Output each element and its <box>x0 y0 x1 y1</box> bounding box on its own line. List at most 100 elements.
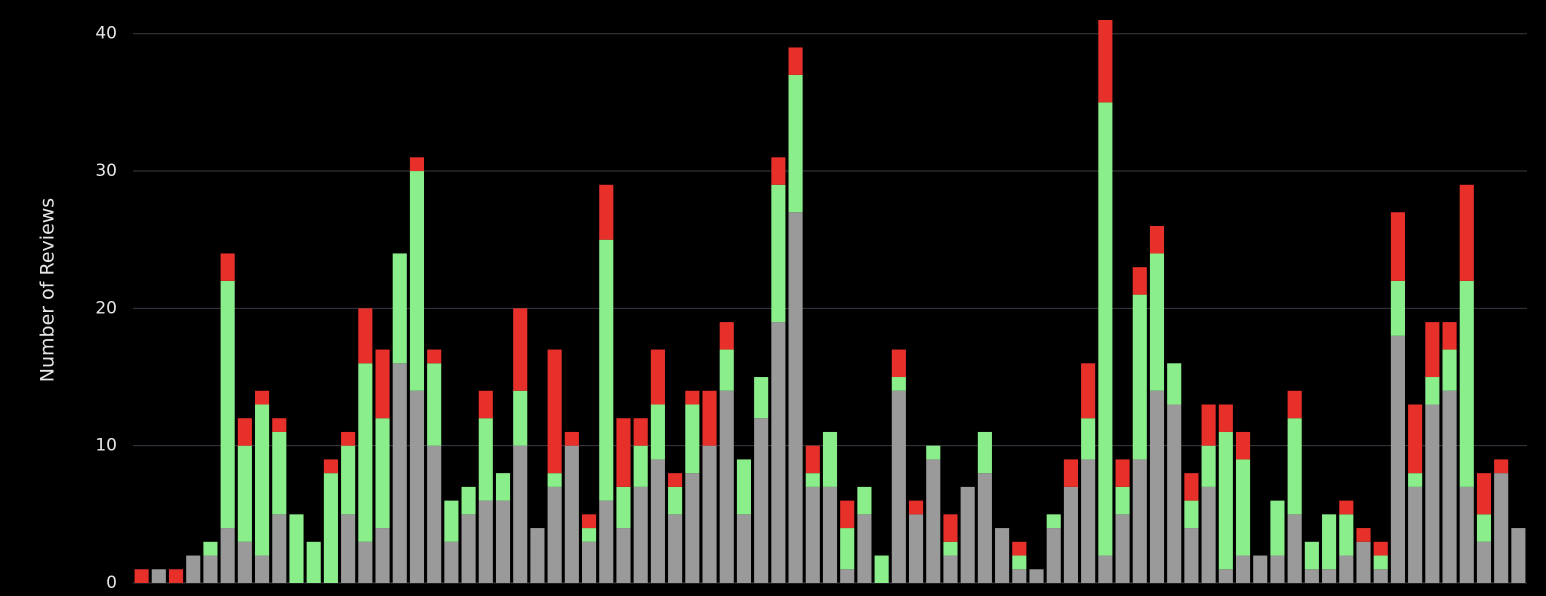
bar-segment <box>1339 500 1354 515</box>
bar-segment <box>478 390 493 419</box>
bar-segment <box>685 390 700 405</box>
bar-segment <box>668 486 683 515</box>
bar-segment <box>1081 363 1096 419</box>
bar-segment <box>1390 280 1405 336</box>
bar-segment <box>599 184 614 240</box>
bar-segment <box>1270 555 1285 583</box>
bar-segment <box>220 280 235 529</box>
bar-segment <box>1287 390 1302 419</box>
bar-segment <box>1390 212 1405 281</box>
bar-segment <box>1408 404 1423 474</box>
bar-segment <box>272 431 287 515</box>
bar-segment <box>599 500 614 583</box>
bar-segment <box>1098 20 1113 103</box>
bar-segment <box>736 459 752 515</box>
bar-segment <box>237 445 252 542</box>
bar-segment <box>272 418 287 432</box>
bar-segment <box>409 157 425 172</box>
bar-segment <box>1356 528 1371 542</box>
bar-segment <box>1442 390 1457 583</box>
y-tick-label: 30 <box>95 161 117 181</box>
bar-segment <box>1322 569 1337 583</box>
bar-segment <box>1201 486 1216 583</box>
bar-segment <box>513 390 528 446</box>
bar-segment <box>358 308 373 364</box>
bar-segment <box>685 473 700 583</box>
bar-segment <box>771 322 786 583</box>
bar-segment <box>840 500 855 529</box>
bar-segment <box>891 349 906 378</box>
bar-segment <box>495 500 511 583</box>
bar-segment <box>1184 500 1199 529</box>
bar-segment <box>805 445 820 474</box>
bar-segment <box>323 473 338 583</box>
bar-segment <box>341 431 356 446</box>
bar-segment <box>1390 335 1405 583</box>
bar-segment <box>977 473 992 583</box>
bar-segment <box>1425 377 1440 405</box>
bar-segment <box>547 473 562 487</box>
bar-segment <box>409 390 425 583</box>
bar-segment <box>1081 459 1096 583</box>
bar-segment <box>1373 569 1388 583</box>
bar-segment <box>1132 459 1147 583</box>
bar-segment <box>444 500 459 542</box>
bar-segment <box>1012 569 1027 583</box>
bar-segment <box>582 514 597 529</box>
bar-segment <box>1287 514 1302 583</box>
bar-segment <box>306 541 321 583</box>
bar-segment <box>1149 225 1165 254</box>
bar-segment <box>616 528 631 583</box>
bar-segment <box>908 514 924 583</box>
bar-segment <box>134 569 149 583</box>
bar-segment <box>633 486 648 583</box>
bar-segment <box>255 404 270 556</box>
bar-segment <box>495 473 511 501</box>
bar-segment <box>392 363 407 583</box>
bar-segment <box>926 459 941 583</box>
bar-segment <box>668 473 683 487</box>
bar-segment <box>616 418 631 487</box>
bar-segment <box>582 541 597 583</box>
bar-segment <box>1253 555 1268 583</box>
bar-segment <box>409 171 425 391</box>
bar-segment <box>1046 514 1061 529</box>
bar-segment <box>220 253 235 281</box>
y-tick-label: 0 <box>106 573 117 593</box>
bar-segment <box>668 514 683 583</box>
bar-segment <box>995 528 1010 583</box>
bar-segment <box>633 445 648 487</box>
bar-segment <box>341 514 356 583</box>
bar-segment <box>1098 555 1113 583</box>
bar-segment <box>513 308 528 391</box>
bar-segment <box>186 555 201 583</box>
bar-segment <box>1235 431 1251 460</box>
bar-segment <box>237 418 252 446</box>
bar-segment <box>754 377 769 419</box>
bar-segment <box>1287 418 1302 515</box>
bar-segment <box>857 514 872 583</box>
bar-segment <box>582 528 597 542</box>
bar-segment <box>943 555 958 583</box>
bar-segment <box>151 569 166 583</box>
bar-segment <box>547 486 562 583</box>
y-tick-label: 10 <box>95 436 117 456</box>
bar-segment <box>1063 486 1078 583</box>
y-axis-label: Number of Reviews <box>37 198 59 382</box>
bar-segment <box>788 74 803 213</box>
bar-segment <box>822 486 838 583</box>
bar-segment <box>461 486 476 515</box>
bar-segment <box>1218 404 1233 432</box>
bar-segment <box>1167 363 1182 405</box>
bar-segment <box>1270 500 1285 556</box>
bar-segment <box>1235 459 1251 556</box>
bar-segment <box>805 486 820 583</box>
bar-segment <box>1304 541 1319 570</box>
bar-segment <box>255 390 270 405</box>
bar-segment <box>599 239 614 501</box>
bar-segment <box>771 157 786 185</box>
bar-segment <box>392 253 407 364</box>
bar-segment <box>272 514 287 583</box>
bar-segment <box>1339 555 1354 583</box>
